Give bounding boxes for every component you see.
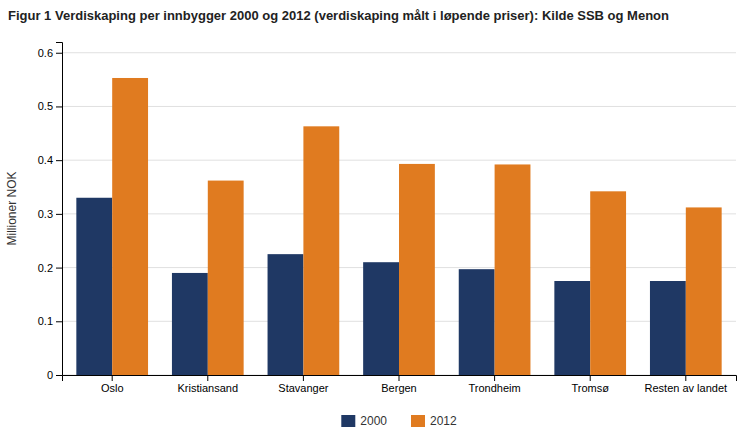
x-tick: Bergen	[381, 375, 416, 394]
title: Figur 1 Verdiskaping per innbygger 2000 …	[8, 8, 669, 23]
bar	[459, 269, 495, 375]
x-axis: Oslo Kristiansand Stavanger Bergen Trondheim…	[63, 375, 737, 394]
x-axis-line	[63, 376, 737, 382]
x-tick-mark	[303, 375, 304, 381]
x-tick-mark	[207, 375, 208, 381]
grid-line	[62, 106, 736, 107]
legend-item: 2012	[411, 414, 457, 428]
y-tick: 0.6	[38, 47, 62, 59]
y-tick-label: 0	[47, 369, 53, 381]
legend-label: 2000	[360, 414, 387, 428]
y-tick-mark	[56, 214, 62, 215]
x-tick-label: Stavanger	[278, 382, 328, 394]
grid	[62, 53, 736, 375]
x-tick: Stavanger	[278, 375, 328, 394]
bar	[208, 181, 244, 375]
legend-item: 2000	[341, 414, 387, 428]
bars	[76, 78, 721, 375]
bar	[590, 191, 626, 375]
y-tick-mark	[56, 160, 62, 161]
bar	[172, 273, 208, 375]
y-tick-mark	[56, 53, 62, 54]
bar	[495, 164, 531, 375]
y-tick-mark	[56, 375, 62, 376]
plot: 0 0.1 0.2 0.3 0.4 0.5 0.6 Oslo Kristiansand Stava…	[5, 43, 737, 394]
legend-swatch	[341, 415, 355, 427]
x-tick-label: Resten av landet	[645, 382, 728, 394]
x-tick: Tromsø	[571, 375, 609, 394]
x-tick-mark	[112, 375, 113, 381]
x-tick-label: Trondheim	[469, 382, 521, 394]
bar	[399, 164, 435, 375]
x-tick: Resten av landet	[645, 375, 728, 394]
y-tick: 0.5	[38, 100, 62, 112]
y-tick: 0.4	[38, 154, 62, 166]
grid-line	[62, 52, 736, 53]
y-axis: 0 0.1 0.2 0.3 0.4 0.5 0.6	[38, 43, 63, 382]
legend-label: 2012	[430, 414, 457, 428]
grid-line	[62, 160, 736, 161]
x-tick: Oslo	[101, 375, 124, 394]
bar	[686, 207, 722, 375]
y-tick-mark	[56, 321, 62, 322]
y-tick-label: 0.1	[38, 315, 53, 327]
bar	[268, 254, 304, 375]
y-tick: 0.3	[38, 208, 62, 220]
bar	[363, 262, 399, 375]
y-axis-title: Millioner NOK	[5, 171, 19, 245]
y-tick: 0	[47, 369, 62, 381]
y-tick-mark	[56, 106, 62, 107]
y-tick: 0.2	[38, 262, 62, 274]
x-tick-label: Oslo	[101, 382, 124, 394]
legend-swatch	[411, 415, 425, 427]
y-axis-line	[56, 43, 63, 376]
x-tick: Trondheim	[469, 375, 521, 394]
y-tick-label: 0.2	[38, 262, 53, 274]
y-tick-label: 0.6	[38, 47, 53, 59]
bar	[76, 198, 112, 375]
x-tick-mark	[399, 375, 400, 381]
y-tick: 0.1	[38, 315, 62, 327]
x-tick-label: Bergen	[381, 382, 416, 394]
bar	[303, 126, 339, 375]
x-tick-mark	[494, 375, 495, 381]
x-tick-mark	[590, 375, 591, 381]
y-tick-mark	[56, 268, 62, 269]
legend: 2000 2012	[341, 414, 457, 428]
x-tick: Kristiansand	[178, 375, 239, 394]
chart: Figur 1 Verdiskaping per innbygger 2000 …	[0, 0, 752, 447]
x-tick-label: Tromsø	[571, 382, 609, 394]
y-tick-label: 0.3	[38, 208, 53, 220]
y-tick-label: 0.5	[38, 100, 53, 112]
x-tick-label: Kristiansand	[178, 382, 239, 394]
bar	[554, 281, 590, 375]
bar	[112, 78, 148, 375]
y-tick-label: 0.4	[38, 154, 53, 166]
bar	[650, 281, 686, 375]
x-tick-mark	[685, 375, 686, 381]
